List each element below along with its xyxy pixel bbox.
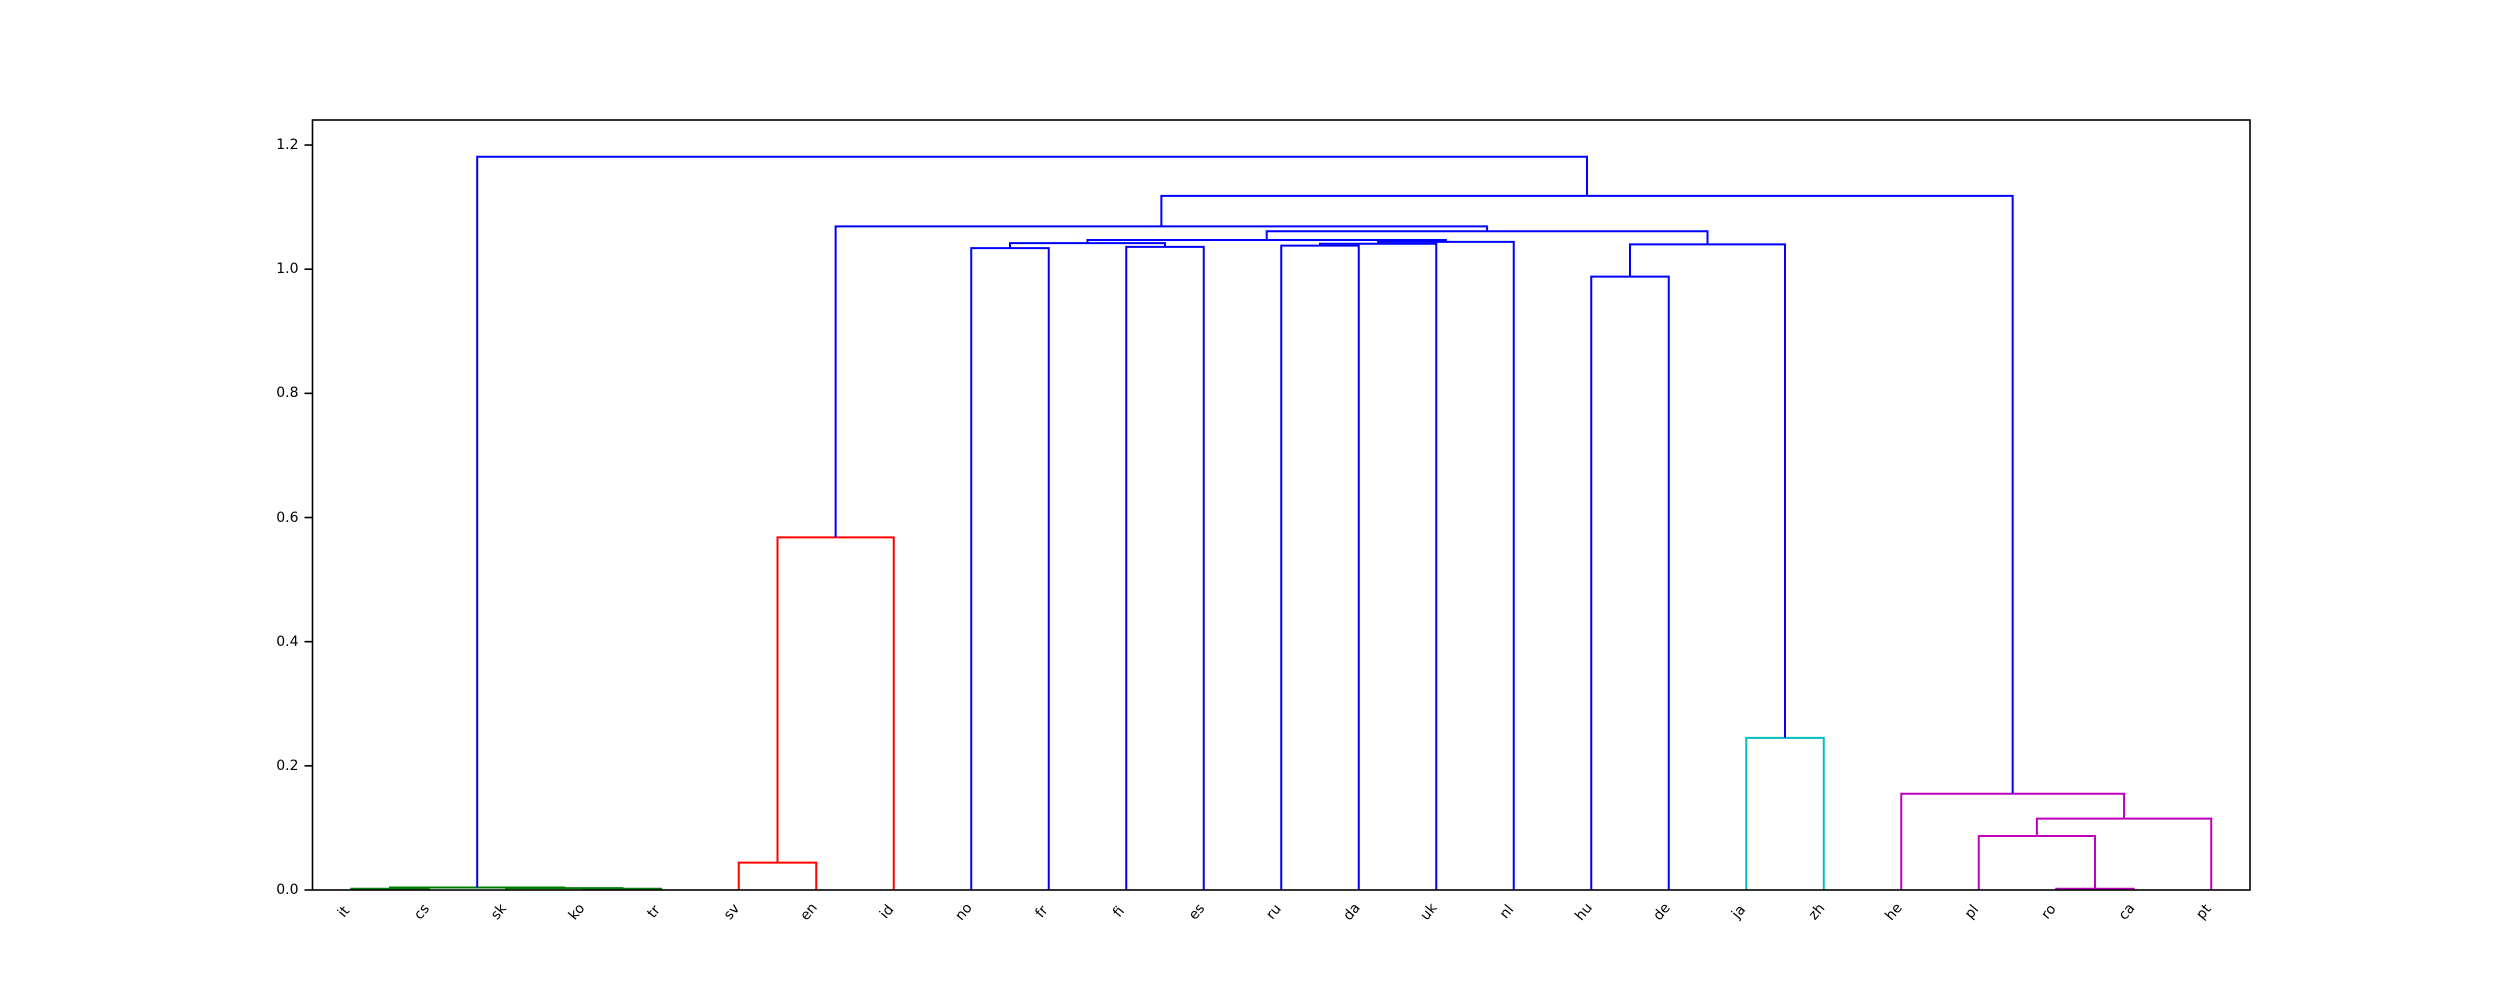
- y-tick-label-1.2: 1.2: [276, 137, 299, 154]
- dendrogram-link-b2: [1125, 245, 1205, 890]
- dendrogram-link-i1: [1160, 194, 2014, 794]
- dendrogram-link-c1: [1745, 736, 1825, 890]
- y-tick-label-0.8: 0.8: [276, 385, 299, 402]
- dendrogram-link-m3: [2035, 817, 2213, 890]
- y-tick-label-0.2: 0.2: [276, 757, 299, 774]
- axes-box: [311, 119, 2251, 891]
- dendrogram-link-b4: [1280, 244, 1360, 890]
- dendrogram-link-b6: [1377, 240, 1515, 890]
- y-tick-label-0.4: 0.4: [276, 633, 299, 650]
- dendrogram-link-g5: [1629, 243, 1786, 738]
- dendrogram-link-j1: [476, 155, 1589, 888]
- dendrogram-link-e1: [1590, 275, 1670, 890]
- dendrogram-link-h1: [834, 225, 1489, 538]
- y-tick-label-1.0: 1.0: [276, 261, 299, 278]
- dendrogram-link-r2: [776, 536, 895, 890]
- dendrogram-link-b1: [970, 247, 1050, 890]
- dendrogram-link-b5: [1319, 242, 1438, 890]
- y-tick-label-0.6: 0.6: [276, 509, 299, 526]
- dendrogram-link-r1: [737, 861, 818, 890]
- y-tick-label-0.0: 0.0: [276, 882, 299, 898]
- dendrogram-link-m4: [1900, 792, 2126, 890]
- dendrogram-link-m2: [1977, 834, 2096, 890]
